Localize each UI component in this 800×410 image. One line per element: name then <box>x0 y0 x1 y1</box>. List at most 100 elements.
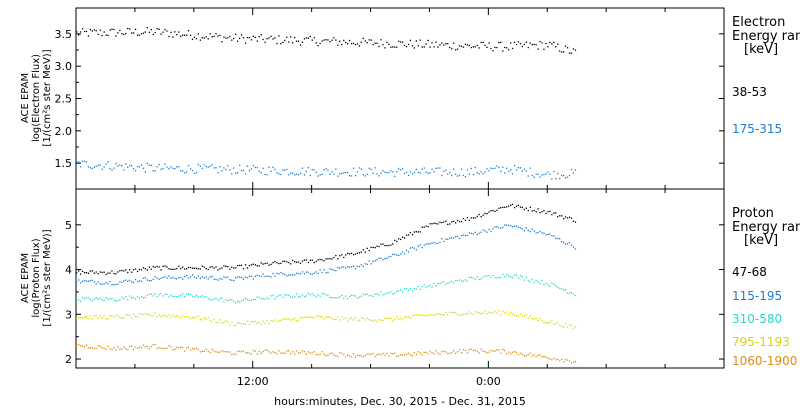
data-point <box>533 230 535 232</box>
data-point <box>417 314 419 316</box>
data-point <box>240 170 243 172</box>
data-point <box>362 317 364 320</box>
data-point <box>129 314 131 317</box>
data-point <box>555 46 557 48</box>
data-point <box>250 168 253 170</box>
data-point <box>510 312 512 314</box>
data-point <box>123 33 125 36</box>
data-point <box>150 346 152 348</box>
data-point <box>472 313 474 315</box>
data-point <box>388 355 390 357</box>
data-point <box>189 276 192 278</box>
data-point <box>423 351 425 354</box>
data-point <box>484 351 486 353</box>
data-point <box>229 279 231 281</box>
data-point <box>427 285 429 288</box>
data-point <box>547 171 549 173</box>
data-point <box>484 310 486 312</box>
data-point <box>547 322 549 324</box>
data-point <box>413 171 415 174</box>
data-point <box>523 355 525 357</box>
data-point <box>170 346 172 348</box>
data-point <box>561 358 563 361</box>
data-point <box>144 171 146 173</box>
data-point <box>376 42 378 44</box>
data-point <box>305 271 307 273</box>
data-point <box>513 274 516 276</box>
electron-legend-title-line-1: Electron <box>732 15 785 30</box>
data-point <box>508 351 510 353</box>
data-point <box>533 176 535 178</box>
data-point <box>547 357 549 359</box>
data-point <box>419 352 421 354</box>
data-point <box>360 295 362 297</box>
data-point <box>95 271 97 273</box>
data-point <box>331 39 333 41</box>
data-point <box>482 41 484 44</box>
data-point <box>99 315 101 317</box>
data-point <box>87 35 90 37</box>
data-point <box>527 279 529 282</box>
legend-proton-0: 47-68 <box>732 265 767 279</box>
data-point <box>370 263 372 265</box>
data-point <box>417 231 419 233</box>
data-point <box>186 268 188 270</box>
data-point <box>368 353 370 355</box>
data-point <box>566 359 569 361</box>
data-point <box>539 176 541 178</box>
data-point <box>545 173 547 175</box>
data-point <box>248 169 251 172</box>
data-point <box>480 313 482 315</box>
data-point <box>305 353 307 355</box>
data-point <box>119 299 121 301</box>
data-point <box>445 351 447 353</box>
data-point <box>476 215 478 218</box>
data-point <box>470 276 472 278</box>
data-point <box>162 276 164 279</box>
data-point <box>519 275 522 277</box>
data-point <box>490 230 492 233</box>
data-point <box>402 319 404 321</box>
data-point <box>197 268 199 270</box>
data-point <box>413 231 415 233</box>
data-point <box>248 36 251 39</box>
data-point <box>134 298 137 300</box>
data-point <box>138 268 141 271</box>
data-point <box>537 208 539 210</box>
data-point <box>327 39 329 41</box>
data-point <box>400 253 402 255</box>
data-point <box>303 296 306 298</box>
data-point <box>207 278 209 280</box>
data-point <box>402 168 404 170</box>
data-point <box>462 349 465 351</box>
data-point <box>480 348 482 350</box>
data-point <box>392 171 394 173</box>
data-point <box>254 320 256 322</box>
data-point <box>284 39 286 42</box>
data-point <box>278 350 280 352</box>
data-point <box>172 295 174 298</box>
data-point <box>85 344 88 346</box>
data-point <box>443 44 445 46</box>
data-point <box>176 267 178 270</box>
data-point <box>506 311 508 313</box>
data-point <box>396 316 398 318</box>
data-point <box>252 321 254 323</box>
data-point <box>478 213 480 216</box>
data-point <box>398 355 400 357</box>
data-point <box>374 260 376 262</box>
data-point <box>537 173 539 175</box>
data-point <box>425 243 427 245</box>
data-point <box>535 317 537 319</box>
data-point <box>325 258 327 260</box>
data-point <box>370 246 372 248</box>
data-point <box>345 295 347 297</box>
data-point <box>529 280 531 283</box>
data-point <box>191 316 194 319</box>
data-point <box>572 172 575 174</box>
data-point <box>402 236 404 238</box>
data-point <box>248 264 251 267</box>
data-point <box>113 284 115 286</box>
data-point <box>362 249 364 251</box>
data-point <box>368 318 370 321</box>
